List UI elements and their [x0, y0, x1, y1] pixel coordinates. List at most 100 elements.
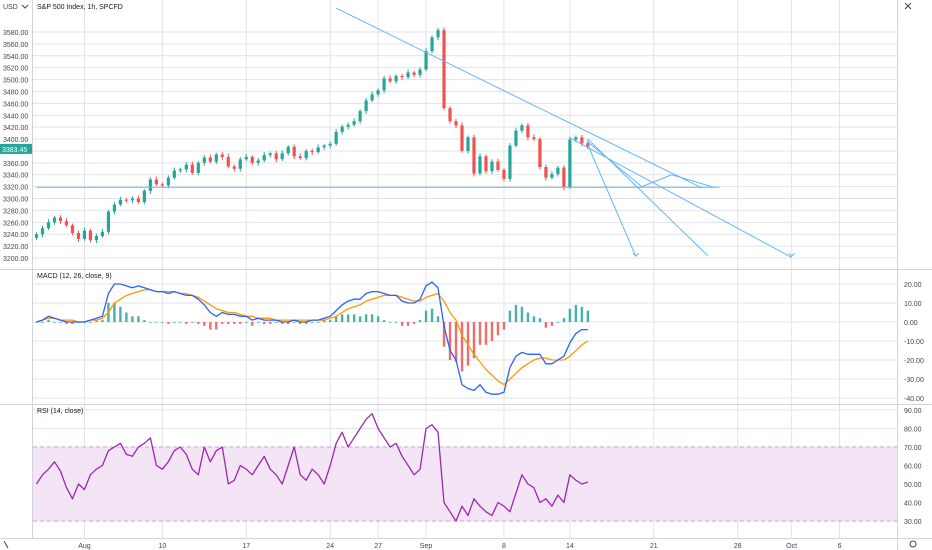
macd-histogram-bar — [227, 322, 230, 324]
candle-body — [124, 199, 128, 201]
projection-arrowhead — [788, 252, 795, 257]
candle-body — [550, 174, 554, 178]
macd-histogram-bar — [53, 322, 56, 323]
time-tick-label: 28 — [734, 543, 742, 550]
price-tick-label: 3500.00 — [3, 78, 28, 85]
macd-signal-line — [36, 289, 589, 386]
macd-histogram-bar — [89, 322, 92, 323]
macd-histogram-bar — [490, 322, 494, 341]
candle-body — [322, 145, 326, 148]
macd-histogram-bar — [472, 322, 476, 359]
price-axis[interactable]: 3200.00 3220.00 3240.00 3260.00 3280.00 3300.… — [0, 30, 924, 526]
candle-body — [100, 231, 105, 236]
price-tick-label: 3280.00 — [3, 208, 28, 215]
projection-path-c — [671, 174, 714, 188]
candle-body — [496, 161, 500, 170]
macd-histogram-bar — [161, 322, 164, 323]
macd-histogram-bar — [418, 320, 422, 322]
candle-body — [430, 37, 434, 52]
candle-body — [256, 160, 260, 163]
candle-body — [490, 161, 494, 172]
macd-histogram-bar — [35, 322, 38, 323]
candle-body — [436, 30, 440, 38]
price-tick-label: 3460.00 — [3, 101, 28, 108]
macd-histogram-bar — [245, 322, 248, 323]
price-tick-label: 3400.00 — [3, 137, 28, 144]
candle-body — [334, 131, 338, 144]
price-tick-label: 3420.00 — [3, 125, 28, 132]
macd-histogram-bar — [520, 306, 524, 322]
candle-body — [82, 230, 87, 239]
macd-histogram-bar — [478, 322, 482, 345]
trendline-drawings[interactable] — [36, 7, 795, 258]
macd-histogram-bar — [269, 322, 272, 324]
rsi-tick-label: 90.00 — [904, 408, 922, 415]
macd-histogram-bar — [173, 322, 176, 323]
candle-body — [454, 121, 458, 126]
candle-body — [238, 159, 242, 169]
macd-histogram-bar — [275, 322, 278, 323]
candle-body — [112, 204, 117, 212]
macd-histogram-bar — [430, 308, 434, 322]
macd-histogram-bar — [298, 322, 302, 324]
candle-body — [262, 155, 266, 161]
candle-body — [526, 125, 530, 138]
last-price-marker — [0, 143, 33, 154]
candle-body — [364, 100, 368, 112]
candle-body — [424, 51, 428, 70]
candle-body — [94, 235, 99, 241]
macd-histogram-bar — [281, 322, 284, 324]
chart-marks — [34, 27, 590, 522]
macd-histogram-bar — [143, 320, 146, 322]
macd-histogram-bar — [394, 322, 398, 323]
macd-histogram-bar — [287, 322, 290, 324]
chevron-down-icon — [21, 4, 29, 9]
price-tick-label: 3440.00 — [3, 113, 28, 120]
candle-body — [328, 143, 332, 146]
time-axis[interactable]: Aug 10 17 24 27 Sep 8 14 21 28 Oct 6 — [78, 543, 841, 550]
projection-arrowhead — [632, 252, 640, 257]
macd-histogram-bar — [203, 322, 206, 326]
price-tick-label: 3320.00 — [3, 185, 28, 192]
candle-body — [478, 156, 482, 174]
candle-body — [388, 78, 392, 82]
macd-histogram-bar — [292, 322, 296, 323]
macd-histogram-bar — [400, 322, 404, 326]
rsi-tick-label: 60.00 — [904, 464, 922, 471]
candle-body — [274, 153, 278, 160]
candle-body — [40, 228, 45, 235]
price-tick-label: 3200.00 — [3, 256, 28, 263]
macd-histogram-bar — [508, 310, 512, 322]
candle-body — [394, 76, 398, 82]
macd-histogram-bar — [532, 316, 536, 322]
candle-body — [568, 139, 572, 188]
candle-body — [376, 90, 380, 95]
price-tick-label: 3480.00 — [3, 89, 28, 96]
last-price-label: 3383.45 — [2, 147, 27, 154]
candle-body — [250, 156, 254, 163]
macd-histogram-bar — [197, 322, 200, 324]
macd-histogram-bar — [448, 322, 452, 360]
price-tick-label: 3260.00 — [3, 220, 28, 227]
rsi-tick-label: 30.00 — [904, 519, 922, 526]
candle-body — [130, 198, 134, 201]
rsi-tick-label: 40.00 — [904, 501, 922, 508]
macd-histogram-bar — [544, 322, 548, 328]
candle-body — [106, 211, 111, 232]
macd-histogram-bar — [251, 322, 254, 326]
macd-histogram-bar — [322, 320, 326, 322]
candle-body — [160, 184, 164, 186]
candle-body — [298, 156, 302, 159]
candle-body — [406, 72, 410, 78]
macd-line — [36, 281, 588, 395]
candle-body — [574, 137, 578, 140]
candle-body — [286, 146, 290, 154]
macd-histogram-bar — [191, 322, 194, 323]
candle-body — [172, 170, 176, 178]
resistance-trendline — [335, 7, 702, 189]
candle-body — [220, 154, 224, 157]
settings-icon — [909, 540, 917, 548]
time-tick-label: Oct — [786, 543, 797, 550]
time-tick-label: 8 — [502, 543, 506, 550]
